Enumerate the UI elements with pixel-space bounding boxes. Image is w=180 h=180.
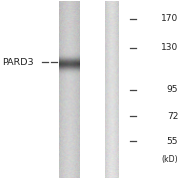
Text: 95: 95 [167, 86, 178, 94]
Text: (kD): (kD) [162, 155, 178, 164]
Text: 55: 55 [167, 137, 178, 146]
Text: 170: 170 [161, 14, 178, 23]
Text: 130: 130 [161, 43, 178, 52]
Text: 72: 72 [167, 112, 178, 121]
Text: PARD3: PARD3 [2, 58, 33, 67]
